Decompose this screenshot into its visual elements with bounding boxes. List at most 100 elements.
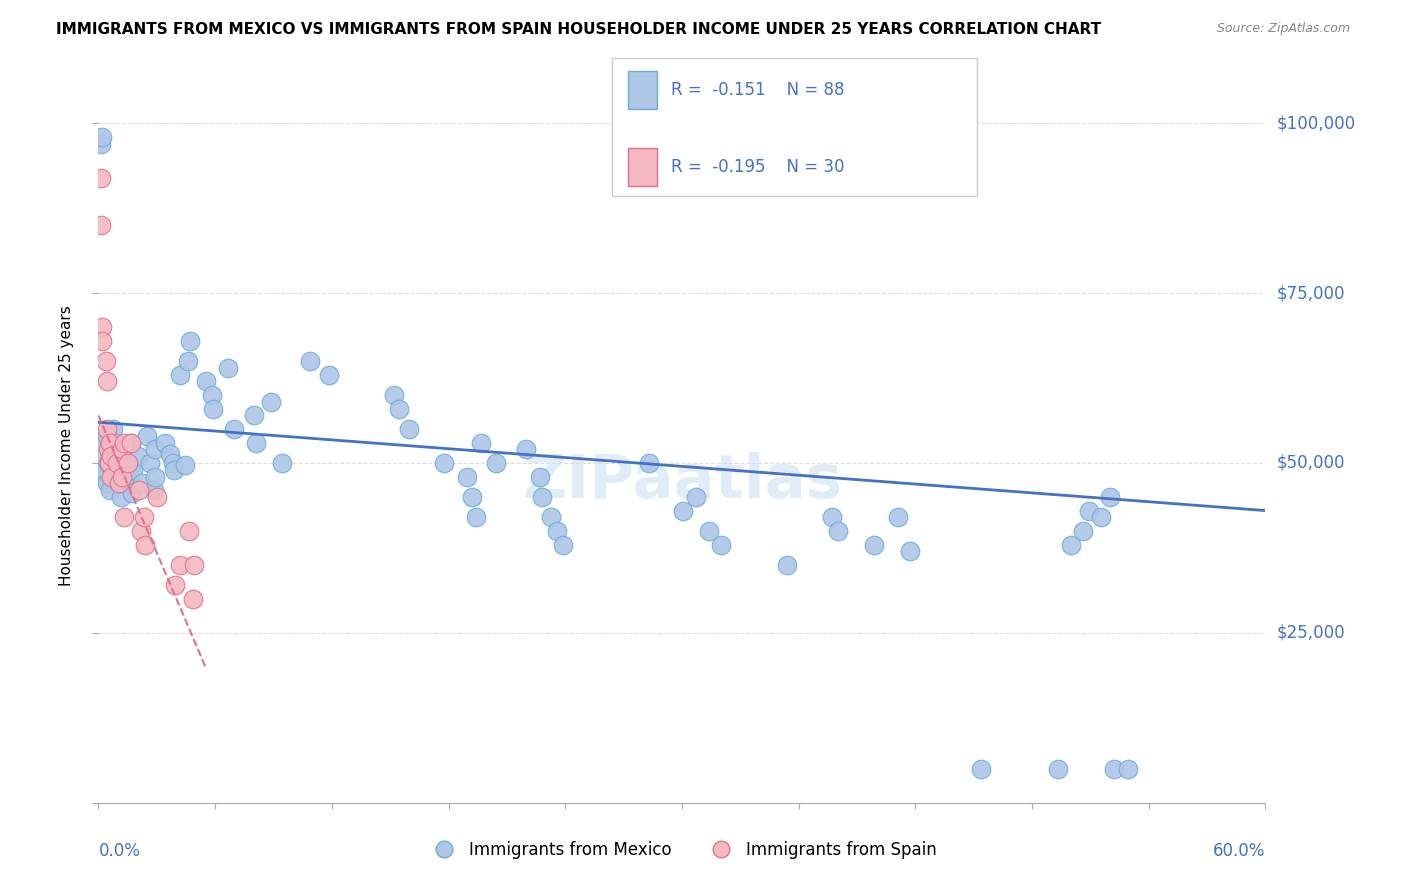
Point bbox=[114, 442, 136, 457]
Point bbox=[970, 762, 993, 776]
Point bbox=[1116, 762, 1139, 776]
Point bbox=[103, 469, 125, 483]
Point bbox=[461, 490, 484, 504]
Point bbox=[100, 469, 122, 483]
Point bbox=[464, 510, 486, 524]
Point bbox=[117, 456, 139, 470]
Point bbox=[388, 401, 411, 416]
Point bbox=[179, 334, 201, 348]
Point bbox=[96, 375, 118, 389]
Point bbox=[93, 449, 115, 463]
Point bbox=[697, 524, 720, 538]
Point bbox=[672, 503, 695, 517]
Point bbox=[143, 442, 166, 457]
Point bbox=[118, 469, 141, 483]
Point bbox=[183, 558, 205, 572]
Point bbox=[259, 394, 281, 409]
Point bbox=[121, 485, 143, 500]
Text: R =  -0.151    N = 88: R = -0.151 N = 88 bbox=[671, 81, 844, 99]
Point bbox=[1071, 524, 1094, 538]
Point bbox=[135, 429, 157, 443]
Point bbox=[111, 469, 134, 483]
Point bbox=[456, 469, 478, 483]
Point bbox=[176, 354, 198, 368]
Point bbox=[127, 449, 149, 463]
Text: 60.0%: 60.0% bbox=[1213, 842, 1265, 860]
Point bbox=[685, 490, 707, 504]
Point bbox=[110, 476, 132, 491]
Point bbox=[110, 490, 132, 504]
Point bbox=[1060, 537, 1083, 551]
Legend: Immigrants from Mexico, Immigrants from Spain: Immigrants from Mexico, Immigrants from … bbox=[420, 835, 943, 866]
Y-axis label: Householder Income Under 25 years: Householder Income Under 25 years bbox=[59, 306, 75, 586]
Point bbox=[90, 136, 112, 151]
Point bbox=[863, 537, 886, 551]
Point bbox=[100, 449, 122, 463]
Point bbox=[105, 456, 128, 470]
Point bbox=[821, 510, 844, 524]
Point bbox=[143, 469, 166, 483]
Point bbox=[271, 456, 294, 470]
Point bbox=[94, 463, 117, 477]
Point bbox=[540, 510, 562, 524]
Point bbox=[546, 524, 568, 538]
Text: $75,000: $75,000 bbox=[1277, 284, 1346, 302]
Point bbox=[217, 360, 239, 375]
Text: $25,000: $25,000 bbox=[1277, 624, 1346, 642]
Point bbox=[245, 435, 267, 450]
Point bbox=[96, 354, 118, 368]
Point bbox=[179, 524, 201, 538]
Point bbox=[90, 218, 112, 232]
Point bbox=[201, 401, 224, 416]
Point bbox=[105, 456, 128, 470]
Point bbox=[887, 510, 910, 524]
Point bbox=[146, 490, 169, 504]
Text: IMMIGRANTS FROM MEXICO VS IMMIGRANTS FROM SPAIN HOUSEHOLDER INCOME UNDER 25 YEAR: IMMIGRANTS FROM MEXICO VS IMMIGRANTS FRO… bbox=[56, 22, 1101, 37]
Point bbox=[104, 435, 127, 450]
Point bbox=[382, 388, 405, 402]
Point bbox=[120, 435, 142, 450]
Point bbox=[515, 442, 537, 457]
Point bbox=[100, 442, 122, 457]
Point bbox=[101, 422, 124, 436]
Point bbox=[242, 409, 264, 423]
Point bbox=[97, 442, 120, 457]
Point bbox=[121, 463, 143, 477]
Point bbox=[299, 354, 322, 368]
Point bbox=[108, 449, 131, 463]
Point bbox=[169, 368, 191, 382]
Point bbox=[98, 456, 121, 470]
Point bbox=[1078, 503, 1101, 517]
Point bbox=[132, 510, 155, 524]
Text: ZIPaatlas: ZIPaatlas bbox=[522, 452, 842, 511]
Point bbox=[201, 388, 224, 402]
Point bbox=[709, 537, 731, 551]
Point bbox=[97, 456, 120, 470]
Point bbox=[98, 483, 121, 498]
Point bbox=[93, 456, 115, 470]
Point bbox=[112, 435, 135, 450]
Text: Source: ZipAtlas.com: Source: ZipAtlas.com bbox=[1216, 22, 1350, 36]
Point bbox=[470, 435, 492, 450]
Text: $100,000: $100,000 bbox=[1277, 114, 1355, 132]
Point bbox=[159, 447, 181, 461]
Point bbox=[153, 435, 176, 450]
Point bbox=[1104, 762, 1126, 776]
Point bbox=[485, 456, 508, 470]
Point bbox=[1098, 490, 1121, 504]
Point bbox=[637, 456, 659, 470]
Point bbox=[195, 375, 218, 389]
Point bbox=[433, 456, 456, 470]
Point bbox=[551, 537, 574, 551]
Point bbox=[120, 435, 142, 450]
Point bbox=[96, 422, 118, 436]
Point bbox=[91, 334, 114, 348]
Point bbox=[898, 544, 921, 558]
Point bbox=[529, 469, 551, 483]
Point bbox=[112, 510, 135, 524]
Point bbox=[107, 463, 129, 477]
Point bbox=[827, 524, 849, 538]
Point bbox=[776, 558, 799, 572]
Point bbox=[131, 476, 153, 491]
Point bbox=[112, 456, 135, 470]
